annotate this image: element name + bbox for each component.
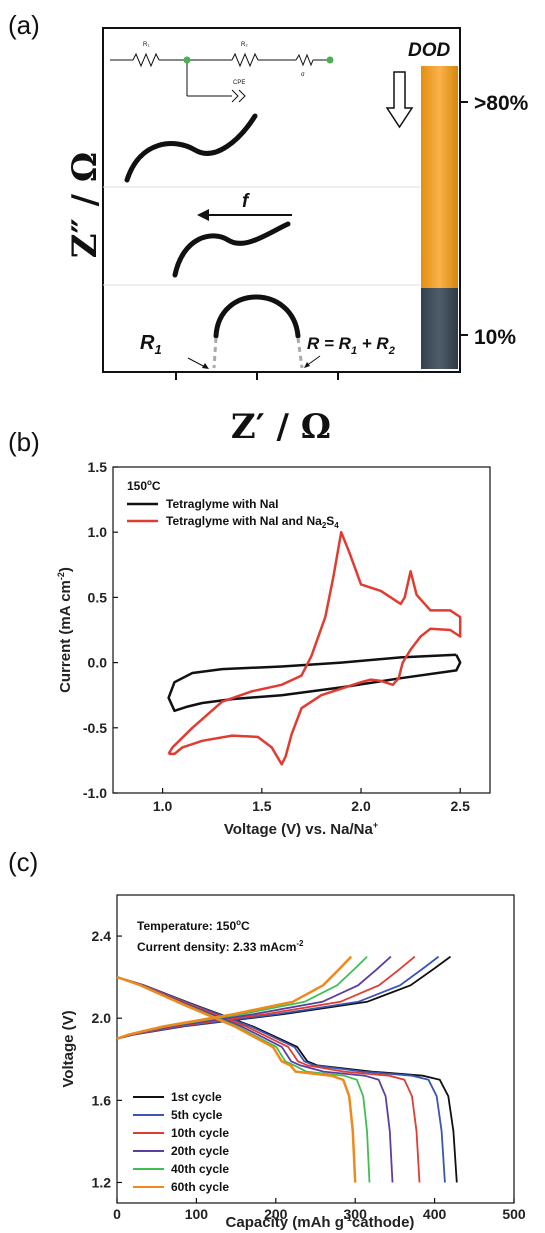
panel-a: (a) R₁ R₂ CPE σ — [8, 10, 529, 447]
panel-b-x-tick-label: 2.5 — [451, 798, 471, 814]
panel-b-y-tick-label: -0.5 — [83, 720, 107, 736]
panel-c-x-tick-label: 0 — [113, 1206, 121, 1222]
panel-c-y-tick-label: 2.4 — [92, 928, 112, 944]
circuit-terminal — [326, 56, 334, 64]
panel-c-x-tick-label: 400 — [423, 1206, 447, 1222]
panel-c-legend: 1st cycle 5th cycle 10th cycle 20th cycle 40… — [133, 1090, 229, 1194]
cv-curve-nai — [167, 653, 462, 713]
cv-curve-nai-na2s4 — [167, 530, 462, 766]
circuit-node — [183, 56, 191, 64]
panel-a-label: (a) — [8, 10, 40, 40]
panel-c-label: (c) — [8, 847, 38, 877]
dod-bar-high — [421, 66, 458, 288]
r1-pointer-head — [202, 363, 209, 369]
panel-b-y-axis-title: Current (mA cm-2) — [56, 567, 74, 693]
panel-b-x-tick-label: 1.5 — [252, 798, 272, 814]
r-total-dashed-line — [296, 337, 304, 369]
panel-b-x-tick-label: 2.0 — [351, 798, 371, 814]
r1-label: R1 — [140, 332, 162, 357]
panel-c-current-density-note: Current density: 2.33 mAcm-2 — [137, 939, 304, 954]
discharge-curve — [116, 976, 446, 1183]
panel-c-series — [116, 955, 458, 1183]
circuit-r1-label: R₁ — [143, 42, 149, 48]
dod-down-arrow — [385, 71, 414, 129]
panel-c-x-tick-label: 500 — [502, 1206, 526, 1222]
dod-bar-low — [421, 288, 458, 369]
impedance-curve-high-dod — [124, 113, 258, 183]
panel-b-y-tick-label: 1.5 — [88, 459, 108, 475]
dod-high-label: >80% — [474, 92, 529, 115]
panel-b-series — [167, 530, 462, 766]
legend-label-nai: Tetraglyme with NaI — [166, 497, 278, 511]
frequency-label: f — [242, 191, 250, 212]
panel-b: (b) 1.0 1.5 2.0 2.5 -1.0 -0.5 0.0 0.5 1.0 1.5 150… — [8, 427, 491, 838]
discharge-curve — [116, 976, 421, 1183]
panel-c-y-tick-label: 1.6 — [92, 1092, 112, 1108]
panel-b-x-axis-title: Voltage (V) vs. Na/Na+ — [224, 820, 378, 838]
panel-b-plot-frame — [112, 466, 491, 794]
legend-label: 20th cycle — [171, 1144, 229, 1158]
circuit-sigma-label: σ — [301, 72, 305, 78]
r1-dashed-line — [212, 337, 218, 369]
impedance-semicircle-low-dod — [213, 294, 301, 339]
panel-c-y-tick-label: 2.0 — [92, 1010, 112, 1026]
r-total-label: R = R1 + R2 — [307, 334, 395, 357]
panel-b-label: (b) — [8, 427, 40, 457]
panel-a-y-axis-title: Z″ / Ω — [65, 152, 105, 258]
impedance-curve-mid-dod — [172, 221, 291, 278]
panel-c-x-tick-label: 100 — [185, 1206, 209, 1222]
circuit-r2-label: R₂ — [241, 42, 248, 48]
panel-a-x-axis-title: Z′ / Ω — [231, 407, 331, 447]
legend-label: 1st cycle — [171, 1090, 222, 1104]
legend-label-nai-na2s4: Tetraglyme with NaI and Na2S4 — [166, 514, 339, 530]
circuit-cpe-label: CPE — [233, 80, 245, 86]
panel-c-x-tick-label: 200 — [264, 1206, 288, 1222]
panel-c-temperature-note: Temperature: 150oC — [137, 918, 250, 933]
legend-label: 40th cycle — [171, 1162, 229, 1176]
panel-c-y-axis-title: Voltage (V) — [60, 1010, 77, 1087]
r-total-pointer-head — [304, 362, 310, 368]
panel-c-ticks: 0 100 200 300 400 500 1.2 1.6 2.0 2.4 — [92, 928, 526, 1222]
panel-b-y-tick-label: -1.0 — [83, 785, 107, 801]
legend-label: 60th cycle — [171, 1180, 229, 1194]
equivalent-circuit — [110, 52, 330, 103]
panel-b-y-tick-label: 0.0 — [88, 655, 108, 671]
discharge-curve — [116, 975, 357, 1183]
legend-label: 5th cycle — [171, 1108, 223, 1122]
panel-c-x-tick-label: 300 — [344, 1206, 368, 1222]
panel-a-frame — [102, 27, 461, 373]
panel-c-x-axis-title: Capacity (mAh g-1cathode) — [226, 1213, 415, 1231]
panel-c-y-tick-label: 1.2 — [92, 1174, 112, 1190]
panel-b-y-tick-label: 0.5 — [88, 589, 108, 605]
panel-b-ticks: 1.0 1.5 2.0 2.5 -1.0 -0.5 0.0 0.5 1.0 1.5 — [83, 459, 470, 814]
frequency-arrow-head — [197, 209, 209, 221]
dod-title: DOD — [408, 40, 451, 61]
panel-c-plot-frame — [116, 894, 515, 1204]
panel-b-x-tick-label: 1.0 — [153, 798, 173, 814]
panel-b-temperature-note: 150oC — [127, 478, 161, 493]
panel-c: (c) 0 100 200 300 400 500 1.2 1.6 2.0 2.4 Tempera… — [8, 847, 526, 1231]
panel-b-y-tick-label: 1.0 — [88, 524, 108, 540]
charge-curve — [116, 955, 353, 1040]
legend-label: 10th cycle — [171, 1126, 229, 1140]
dod-low-label: 10% — [474, 326, 516, 349]
